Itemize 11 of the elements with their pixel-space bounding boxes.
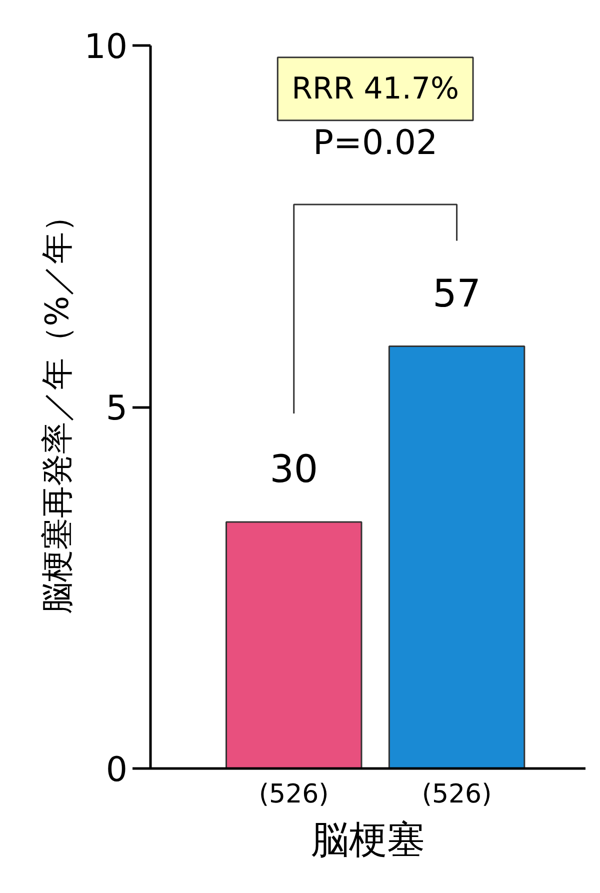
- y-tick-label: 5: [106, 388, 128, 428]
- x-tick-label: (526): [422, 780, 492, 810]
- x-axis-title: 脳梗塞: [311, 818, 425, 862]
- annotation: RRR 41.7%: [292, 71, 460, 106]
- y-axis-title: 脳梗塞再発率／年（%／年）: [38, 200, 76, 614]
- x-tick-label: (526): [258, 780, 329, 810]
- annotation: P=0.02: [312, 123, 438, 164]
- annotation: 57: [432, 271, 481, 316]
- annotation: 30: [270, 446, 318, 491]
- y-tick-label: 10: [84, 27, 128, 67]
- y-tick-label: 0: [106, 750, 128, 790]
